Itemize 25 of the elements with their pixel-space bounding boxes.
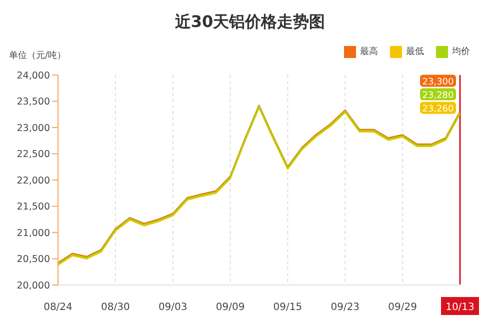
y-tick-label: 22,500 — [16, 149, 50, 160]
x-tick-label: 09/15 — [273, 302, 302, 313]
x-tick-label: 09/29 — [388, 302, 417, 313]
data-label: 23,260 — [422, 104, 454, 114]
x-tick-label: 08/24 — [44, 302, 72, 313]
x-tick-label: 09/09 — [216, 302, 245, 313]
y-tick-label: 20,500 — [16, 254, 50, 266]
y-tick-label: 21,000 — [16, 228, 50, 239]
x-tick-label: 08/30 — [101, 302, 130, 313]
legend-label: 最低 — [406, 46, 424, 58]
y-tick-label: 21,500 — [16, 202, 50, 213]
chart-title: 近30天铝价格走势图 — [174, 12, 326, 33]
y-tick-label: 20,000 — [16, 280, 50, 292]
y-tick-label: 24,000 — [16, 70, 50, 82]
x-tick-label: 10/13 — [446, 302, 474, 313]
y-tick-label: 23,500 — [16, 96, 50, 108]
x-tick-label: 09/23 — [330, 302, 360, 313]
y-tick-label: 22,000 — [16, 175, 50, 186]
data-label: 23,280 — [422, 90, 454, 101]
x-tick-label: 09/03 — [158, 302, 188, 313]
y-axis-title: 单位（元/吨） — [9, 50, 66, 62]
data-label: 23,300 — [422, 77, 454, 88]
legend-label: 最高 — [360, 46, 378, 58]
legend-label: 均价 — [452, 46, 470, 58]
y-tick-label: 23,000 — [16, 122, 50, 134]
